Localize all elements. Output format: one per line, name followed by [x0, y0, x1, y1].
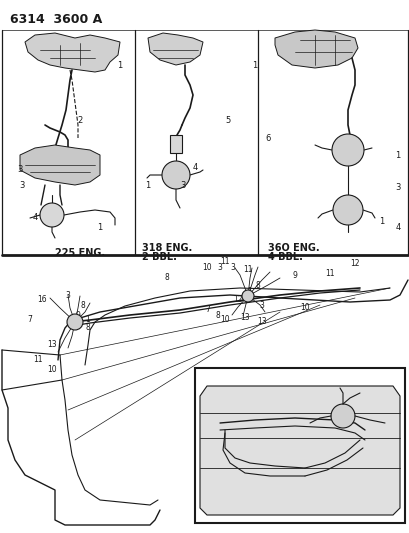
Text: 1: 1 [85, 316, 90, 325]
Text: 8: 8 [85, 324, 90, 333]
Text: 2 BBL.: 2 BBL. [142, 252, 176, 262]
Text: 9: 9 [315, 504, 320, 513]
Text: 225 ENG.: 225 ENG. [55, 248, 105, 258]
Text: 3: 3 [180, 181, 185, 190]
Text: 3: 3 [65, 290, 70, 300]
Text: 13: 13 [292, 373, 302, 382]
Text: 5: 5 [225, 116, 230, 125]
Text: 2: 2 [77, 116, 83, 125]
Text: 14: 14 [354, 464, 364, 472]
Bar [170, 135, 182, 153]
Text: 1: 1 [252, 61, 257, 69]
Text: 13: 13 [360, 400, 369, 409]
Text: 16: 16 [37, 295, 47, 304]
Bar [195, 368, 404, 523]
Text: 13: 13 [256, 318, 266, 327]
Text: 10: 10 [47, 366, 57, 375]
Text: 318 ENG.: 318 ENG. [142, 243, 192, 253]
Text: 10: 10 [249, 504, 259, 513]
Circle shape [332, 195, 362, 225]
Text: 1: 1 [285, 504, 290, 513]
Text: 8: 8 [215, 311, 220, 319]
Text: 8: 8 [382, 385, 387, 394]
Text: 9: 9 [75, 311, 80, 320]
Circle shape [241, 290, 254, 302]
Text: 7: 7 [205, 305, 210, 314]
Text: 3: 3 [17, 166, 22, 174]
Text: 4: 4 [32, 214, 38, 222]
Text: 13: 13 [356, 416, 366, 424]
Text: 11: 11 [247, 387, 256, 397]
Text: 7: 7 [27, 316, 32, 325]
Text: 4: 4 [192, 164, 197, 173]
Text: 6314  3600 A: 6314 3600 A [10, 13, 102, 26]
Text: 11: 11 [342, 505, 351, 514]
Circle shape [331, 134, 363, 166]
Text: 10: 10 [220, 316, 229, 325]
Text: 9: 9 [292, 271, 297, 279]
Text: 8: 8 [255, 280, 260, 289]
Text: 6: 6 [265, 133, 270, 142]
Text: 9: 9 [391, 431, 396, 440]
Text: 1: 1 [247, 287, 252, 296]
Text: 13: 13 [249, 453, 259, 462]
Text: 3: 3 [230, 262, 235, 271]
Polygon shape [25, 33, 120, 72]
Text: 4: 4 [394, 223, 400, 232]
Polygon shape [200, 386, 399, 515]
Text: 36O ENG.: 36O ENG. [267, 243, 319, 253]
Text: 1: 1 [378, 217, 384, 227]
Text: 11: 11 [324, 269, 334, 278]
Text: 1: 1 [97, 223, 102, 232]
Circle shape [162, 161, 189, 189]
Text: 3: 3 [259, 301, 264, 310]
Text: 4 BBL.: 4 BBL. [267, 252, 302, 262]
Text: 12: 12 [233, 295, 242, 304]
Text: 3: 3 [19, 181, 25, 190]
Text: 1: 1 [392, 410, 396, 419]
Circle shape [40, 203, 64, 227]
Text: 11: 11 [312, 370, 322, 379]
Text: 12: 12 [349, 259, 359, 268]
Text: 10: 10 [202, 263, 211, 272]
Text: 10: 10 [299, 303, 309, 312]
Text: D4.8: D4.8 [202, 508, 225, 517]
Text: 11: 11 [243, 265, 252, 274]
Text: 3: 3 [394, 183, 400, 192]
Text: 3: 3 [215, 416, 220, 424]
Text: 3: 3 [217, 263, 222, 272]
Text: 8: 8 [81, 302, 85, 311]
Text: 11: 11 [33, 356, 43, 365]
Polygon shape [274, 30, 357, 68]
Polygon shape [20, 145, 100, 185]
Text: 13: 13 [240, 435, 249, 445]
Text: 13: 13 [47, 341, 57, 350]
Text: 8: 8 [164, 273, 169, 282]
Circle shape [67, 314, 83, 330]
Text: 1: 1 [145, 181, 150, 190]
Circle shape [330, 404, 354, 428]
Text: 11: 11 [220, 257, 229, 266]
Text: 10: 10 [208, 400, 217, 408]
Text: 11: 11 [335, 482, 344, 491]
Text: 1: 1 [117, 61, 122, 69]
Text: 15: 15 [310, 387, 319, 397]
Polygon shape [148, 33, 202, 65]
Text: 1: 1 [394, 150, 400, 159]
Text: 13: 13 [240, 313, 249, 322]
